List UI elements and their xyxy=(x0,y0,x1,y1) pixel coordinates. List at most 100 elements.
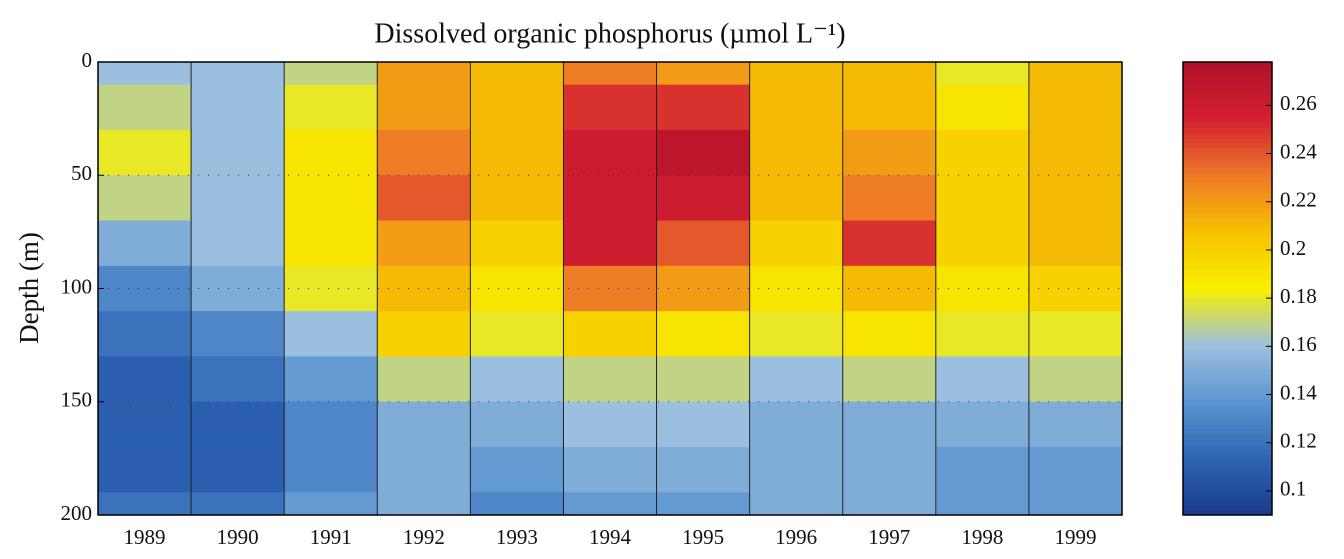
colorbar-step xyxy=(1183,474,1272,481)
heat-cell xyxy=(98,175,192,222)
heat-cell xyxy=(377,356,471,403)
heat-cell xyxy=(749,492,844,516)
chart-title: Dissolved organic phosphorus (µmol L⁻¹) xyxy=(374,18,845,49)
heat-cell xyxy=(470,311,564,357)
x-tick-label: 1995 xyxy=(682,525,724,549)
colorbar-step xyxy=(1183,509,1272,516)
heat-cell xyxy=(656,175,751,222)
heat-cell xyxy=(470,84,564,131)
x-tick-label: 1989 xyxy=(124,525,166,549)
colorbar-step xyxy=(1183,263,1272,269)
colorbar-step xyxy=(1183,152,1272,159)
heat-cell xyxy=(377,492,471,516)
heat-cell xyxy=(563,62,658,86)
y-axis-label: Depth (m) xyxy=(14,232,44,344)
heat-cell xyxy=(656,220,751,267)
colorbar-step xyxy=(1183,142,1272,149)
colorbar-tick-label: 0.22 xyxy=(1280,188,1317,212)
colorbar-step xyxy=(1183,384,1272,390)
colorbar-step xyxy=(1183,167,1272,174)
heat-cell xyxy=(563,311,658,357)
heat-cell xyxy=(563,220,658,267)
colorbar-step xyxy=(1183,333,1272,340)
heat-cell xyxy=(470,401,564,448)
colorbar-step xyxy=(1183,308,1272,315)
colorbar-step xyxy=(1183,348,1272,355)
colorbar-step xyxy=(1183,489,1272,496)
colorbar-step xyxy=(1183,394,1272,400)
heat-cell xyxy=(470,447,564,493)
heat-cell xyxy=(842,62,937,86)
colorbar-step xyxy=(1183,424,1272,430)
heat-cell xyxy=(284,447,378,493)
heat-cell xyxy=(563,175,658,222)
heat-cell xyxy=(1028,311,1123,357)
heat-cell xyxy=(470,62,564,86)
heat-cell xyxy=(470,265,564,312)
colorbar-step xyxy=(1183,117,1272,123)
colorbar-tick-label: 0.1 xyxy=(1280,477,1306,501)
colorbar-step xyxy=(1183,399,1272,405)
heat-cell xyxy=(191,265,285,312)
heat-cell xyxy=(935,401,1030,448)
heat-cell xyxy=(842,84,937,131)
heat-cell xyxy=(191,447,285,493)
heat-cell xyxy=(191,356,285,403)
colorbar-step xyxy=(1183,213,1272,219)
colorbar-step xyxy=(1183,379,1272,385)
colorbar-step xyxy=(1183,112,1272,118)
colorbar-step xyxy=(1183,72,1272,78)
heat-cell xyxy=(935,492,1030,516)
x-tick-label: 1997 xyxy=(868,525,910,549)
colorbar-step xyxy=(1183,323,1272,330)
heat-cell xyxy=(656,492,751,516)
colorbar-step xyxy=(1183,353,1272,360)
heat-cell xyxy=(1028,492,1123,516)
heat-cell xyxy=(749,311,844,357)
colorbar-step xyxy=(1183,157,1272,164)
heat-cell xyxy=(191,220,285,267)
heat-cell xyxy=(935,356,1030,403)
heat-cell xyxy=(842,447,937,493)
heat-cell xyxy=(98,84,192,131)
heat-cell xyxy=(191,84,285,131)
heat-cell xyxy=(935,62,1030,86)
colorbar-step xyxy=(1183,127,1272,133)
x-tick-label: 1998 xyxy=(961,525,1003,549)
colorbar-step xyxy=(1183,248,1272,254)
heat-cell xyxy=(749,447,844,493)
x-tick-label: 1990 xyxy=(217,525,259,549)
heat-cell xyxy=(284,220,378,267)
colorbar-frame xyxy=(1182,61,1273,516)
heat-cell xyxy=(98,62,192,86)
heat-cell xyxy=(842,311,937,357)
heat-cell xyxy=(1028,84,1123,131)
heat-cell xyxy=(656,62,751,86)
heat-cell xyxy=(842,129,937,176)
heat-cell xyxy=(563,356,658,403)
colorbar-tick-label: 0.12 xyxy=(1280,429,1317,453)
colorbar-step xyxy=(1183,182,1272,189)
heat-cell xyxy=(935,311,1030,357)
heat-cell xyxy=(656,356,751,403)
y-tick-label: 50 xyxy=(71,161,92,185)
colorbar-step xyxy=(1183,97,1272,103)
heat-cell xyxy=(377,62,471,86)
heat-cell xyxy=(1028,175,1123,222)
heat-cell xyxy=(656,265,751,312)
heat-cell xyxy=(842,401,937,448)
heat-cell xyxy=(842,492,937,516)
heat-cell xyxy=(98,311,192,357)
colorbar-step xyxy=(1183,459,1272,466)
heat-cell xyxy=(470,220,564,267)
y-tick-label: 100 xyxy=(61,274,93,298)
colorbar-step xyxy=(1183,409,1272,415)
colorbar-tick-label: 0.16 xyxy=(1280,332,1317,356)
heat-cell xyxy=(749,401,844,448)
heat-cell xyxy=(284,84,378,131)
colorbar-step xyxy=(1183,419,1272,425)
colorbar-step xyxy=(1183,504,1272,511)
heat-cell xyxy=(935,129,1030,176)
heat-cell xyxy=(284,356,378,403)
colorbar-step xyxy=(1183,238,1272,244)
